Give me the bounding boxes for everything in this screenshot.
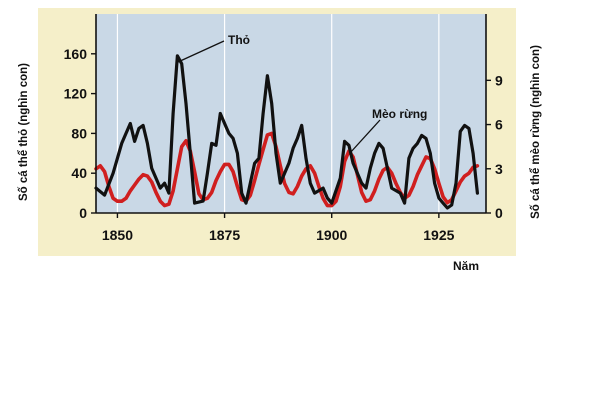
series-line-meo-rung [94,131,480,208]
axes [91,14,491,218]
annotation-meo-rung: Mèo rừng [372,107,427,121]
y-right-tick-label: 6 [495,117,503,133]
x-tick-label: 1925 [423,227,454,243]
y-right-tick-label: 9 [495,72,503,88]
y-left-tick-label: 80 [71,125,87,141]
y-left-tick-label: 40 [71,165,87,181]
y-right-tick-label: 3 [495,161,503,177]
annotation-tho: Thỏ [228,33,250,47]
annotation-leader-tho [177,40,225,63]
grid-lines [116,14,440,213]
y-right-tick-label: 0 [495,205,503,221]
y-left-tick-label: 0 [79,205,87,221]
y-axis-label-left: Số cá thể thỏ (nghìn con) [18,63,30,201]
plot-area [96,14,486,213]
annotation-leader-meo-rung [349,119,381,154]
tick-labels: 0 40 80 120 160 0 3 6 9 1850 1875 1900 1925 [64,46,503,243]
series-line-tho [94,54,479,210]
x-axis-label: Năm [453,259,479,273]
series-layer [94,54,480,210]
x-tick-label: 1850 [102,227,133,243]
y-left-tick-label: 160 [64,46,88,62]
y-axis-label-right: Số cá thể mèo rừng (nghìn con) [530,45,542,219]
y-left-tick-label: 120 [64,86,88,102]
x-tick-label: 1900 [316,227,347,243]
x-tick-label: 1875 [209,227,240,243]
